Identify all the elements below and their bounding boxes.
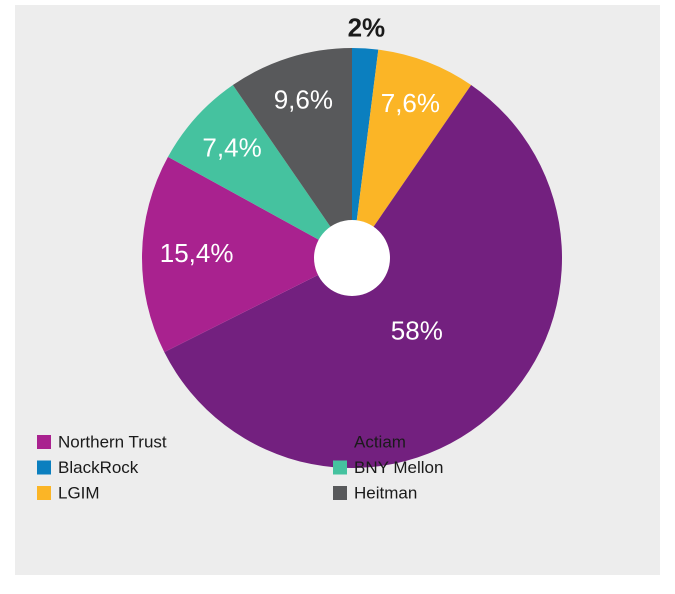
data-label: 7,6% [381, 88, 440, 118]
pie-slice [167, 85, 352, 258]
legend-swatch [333, 486, 347, 500]
legend-swatch [37, 460, 51, 475]
legend-label: LGIM [58, 483, 100, 502]
data-label: 58% [391, 315, 443, 345]
data-label: 7,4% [202, 132, 261, 162]
data-label: 15,4% [160, 238, 234, 268]
data-label: 2% [348, 12, 386, 42]
legend-label: BlackRock [58, 458, 139, 477]
legend-label: Heitman [354, 483, 417, 502]
legend-label: Actiam [354, 432, 406, 451]
legend-swatch [37, 435, 51, 449]
legend-label: Northern Trust [58, 432, 167, 451]
donut-hole [314, 220, 390, 296]
data-label: 9,6% [274, 84, 333, 114]
legend-swatch [333, 435, 347, 449]
legend-label: BNY Mellon [354, 458, 443, 477]
pie-slice [232, 48, 352, 258]
legend-swatch [37, 486, 51, 500]
pie-slice [352, 48, 379, 258]
pie-slice [142, 156, 352, 353]
pie-slice [352, 49, 472, 258]
legend-swatch [333, 460, 347, 475]
